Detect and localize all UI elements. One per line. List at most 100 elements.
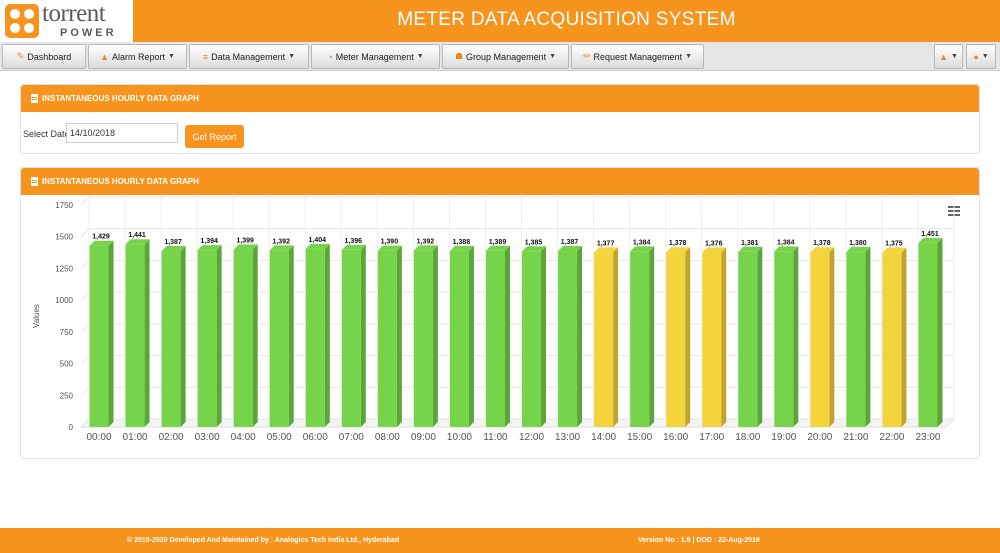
bar-top[interactable]: [233, 244, 258, 250]
bar[interactable]: [702, 252, 722, 427]
bar-top[interactable]: [810, 247, 835, 253]
bar-side[interactable]: [252, 244, 258, 427]
get-report-button[interactable]: Get Report: [185, 125, 244, 148]
bar-side[interactable]: [468, 245, 474, 427]
bar-top[interactable]: [305, 243, 330, 249]
bar-side[interactable]: [829, 247, 835, 427]
bar[interactable]: [161, 251, 181, 427]
bar[interactable]: [449, 250, 469, 427]
bar-top[interactable]: [89, 240, 114, 246]
bar-top[interactable]: [377, 245, 402, 251]
x-tick-label: 22:00: [879, 432, 904, 443]
x-tick-label: 15:00: [627, 432, 652, 443]
bar-top[interactable]: [413, 245, 438, 251]
x-tick-label: 14:00: [591, 432, 616, 443]
bar[interactable]: [305, 248, 325, 427]
bar-side[interactable]: [577, 246, 583, 427]
bar-side[interactable]: [649, 246, 655, 427]
bar-top[interactable]: [882, 247, 907, 253]
nav-request-management[interactable]: ✏ Request Management ▼: [571, 44, 704, 69]
bar-side[interactable]: [721, 247, 727, 427]
bar[interactable]: [377, 250, 397, 427]
bar[interactable]: [522, 251, 542, 427]
bar-top[interactable]: [594, 247, 619, 253]
nav-data-management-label: Data Management: [211, 51, 286, 62]
bar-top[interactable]: [702, 247, 727, 253]
bar-side[interactable]: [757, 246, 763, 427]
date-form: Select Date Get Report: [21, 123, 979, 148]
bar-top[interactable]: [522, 246, 547, 252]
bar-side[interactable]: [613, 247, 619, 427]
data-label: 1,378: [669, 240, 687, 247]
bar[interactable]: [485, 250, 505, 427]
bar-side[interactable]: [144, 239, 150, 427]
user-menu-button[interactable]: ● ▼: [966, 44, 996, 69]
bar[interactable]: [810, 252, 830, 427]
bar[interactable]: [630, 251, 650, 427]
bar-top[interactable]: [341, 244, 366, 250]
bar[interactable]: [413, 250, 433, 427]
bar-side[interactable]: [685, 247, 691, 427]
footer-company-link[interactable]: Analogics Tech India Ltd., Hyderabad: [274, 537, 400, 544]
bar-top[interactable]: [197, 245, 222, 251]
bar-top[interactable]: [666, 247, 691, 253]
nav-group-management[interactable]: ☗ Group Management ▼: [442, 44, 569, 69]
nav-meter-management[interactable]: ◔ Meter Management ▼: [311, 44, 440, 69]
bar-top[interactable]: [558, 246, 583, 252]
chevron-down-icon: ▼: [288, 53, 296, 60]
nav-data-management[interactable]: ≡ Data Management ▼: [189, 44, 309, 69]
x-tick-label: 21:00: [843, 432, 868, 443]
bar[interactable]: [269, 250, 289, 427]
bar-side[interactable]: [180, 246, 186, 427]
bar-side[interactable]: [108, 240, 114, 427]
bar[interactable]: [233, 249, 253, 427]
bar[interactable]: [774, 251, 794, 427]
bar-top[interactable]: [269, 245, 294, 251]
bar-side[interactable]: [901, 247, 907, 427]
notifications-button[interactable]: ▲ ▼: [934, 44, 963, 69]
bar[interactable]: [125, 244, 145, 427]
pencil-icon: ✏: [582, 51, 591, 61]
bar-side[interactable]: [504, 245, 510, 427]
bar-side[interactable]: [793, 246, 799, 427]
bar[interactable]: [89, 245, 109, 427]
logo[interactable]: torrent POWER: [0, 0, 133, 42]
y-tick-label: 500: [60, 360, 74, 369]
select-date-input[interactable]: [66, 123, 178, 143]
bar-side[interactable]: [216, 245, 222, 427]
bar[interactable]: [846, 251, 866, 427]
bar-top[interactable]: [630, 246, 655, 252]
bar-side[interactable]: [396, 245, 402, 427]
bar[interactable]: [882, 252, 902, 427]
bar-top[interactable]: [846, 246, 871, 252]
bar[interactable]: [666, 252, 686, 427]
bar[interactable]: [594, 252, 614, 427]
bar[interactable]: [197, 250, 217, 427]
data-label: 1,404: [309, 237, 327, 244]
bar[interactable]: [341, 249, 361, 427]
bar-top[interactable]: [485, 245, 510, 251]
data-label: 1,394: [200, 238, 218, 245]
data-label: 1,376: [705, 240, 723, 247]
bar-side[interactable]: [937, 237, 943, 427]
x-tick-label: 12:00: [519, 432, 544, 443]
nav-request-management-label: Request Management: [593, 51, 683, 62]
bar[interactable]: [558, 251, 578, 427]
bar-top[interactable]: [161, 246, 186, 252]
bar-side[interactable]: [432, 245, 438, 427]
document-icon: [31, 177, 38, 186]
bar-top[interactable]: [774, 246, 799, 252]
bar-side[interactable]: [360, 244, 366, 427]
bar-side[interactable]: [288, 245, 294, 427]
bar-top[interactable]: [918, 237, 943, 243]
bar-side[interactable]: [865, 246, 871, 427]
bar[interactable]: [918, 242, 938, 427]
nav-alarm-report[interactable]: ▲ Alarm Report ▼: [88, 44, 187, 69]
bar-side[interactable]: [541, 246, 547, 427]
bar[interactable]: [738, 251, 758, 427]
bar-top[interactable]: [125, 239, 150, 245]
bar-side[interactable]: [324, 243, 330, 427]
bar-top[interactable]: [449, 245, 474, 251]
bar-top[interactable]: [738, 246, 763, 252]
nav-dashboard[interactable]: ✎ Dashboard: [2, 44, 86, 69]
